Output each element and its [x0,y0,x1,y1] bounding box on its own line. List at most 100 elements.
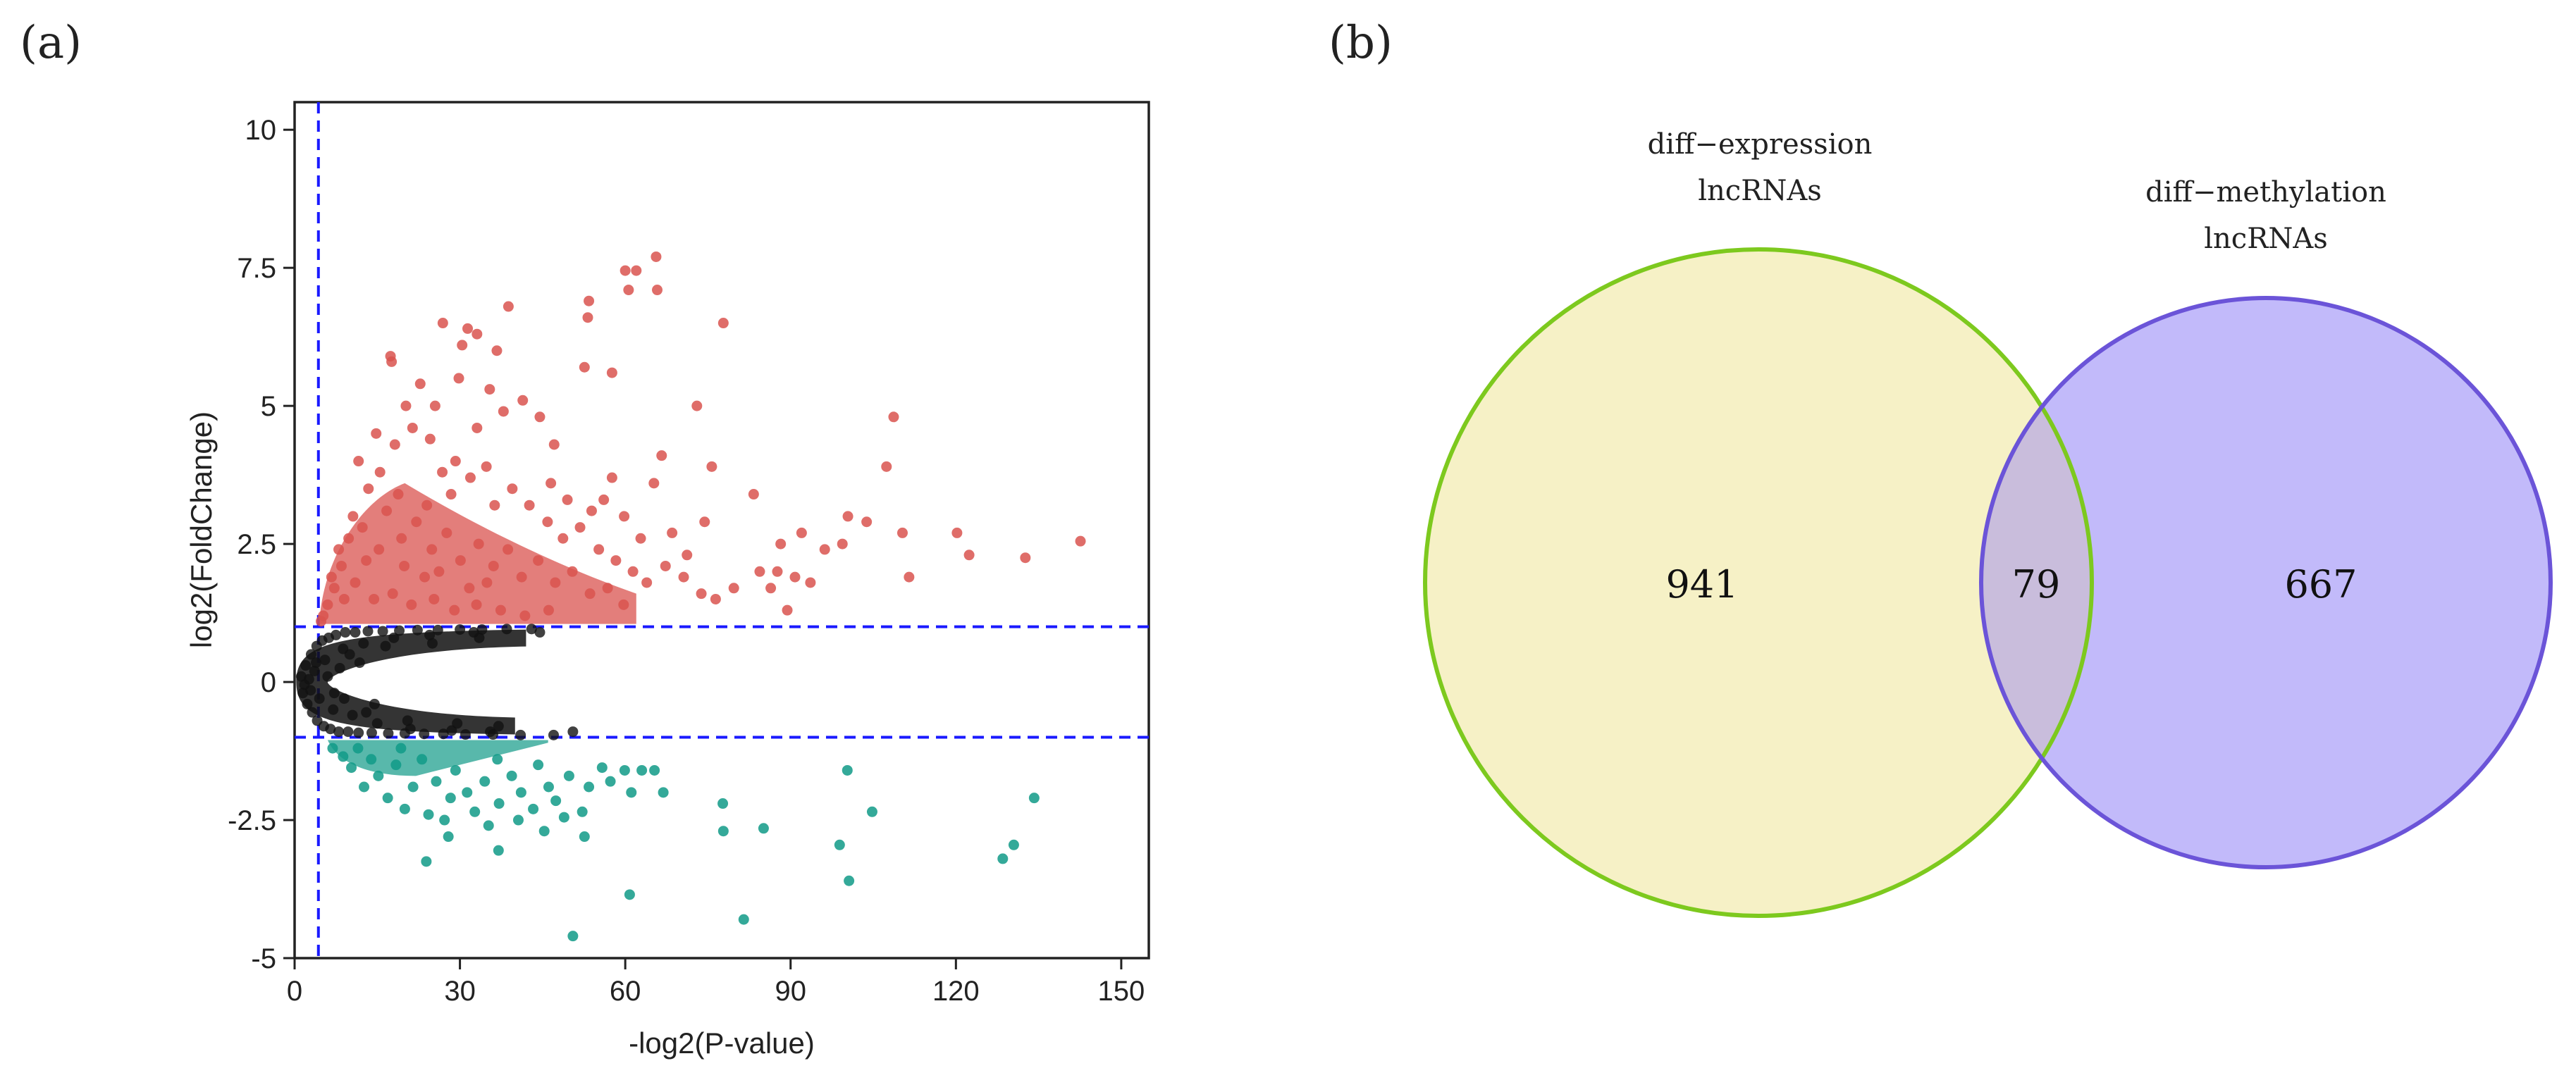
up-point [534,411,546,423]
up-point [399,560,410,571]
volcano-plot: 0 30 60 90 120 150 -5 -2.5 0 2.5 5 7.5 10 -log2(P-v… [185,101,1150,1060]
ns-point [340,627,351,638]
down-point [390,759,402,771]
down-point [399,803,410,814]
up-point [652,285,663,296]
ns-point [405,724,416,735]
up-point [819,544,830,555]
up-point [951,527,963,538]
up-point [481,461,492,472]
up-point [765,583,777,594]
down-point [584,781,595,793]
up-point [453,373,464,384]
up-point [619,511,630,522]
ns-point [446,725,457,736]
down-point [528,803,539,814]
down-point [997,853,1009,864]
up-point [481,577,493,588]
up-point [618,599,629,610]
up-point [717,318,729,329]
up-point [582,312,593,323]
down-point [479,776,491,787]
down-point [445,793,456,804]
ns-point [338,693,350,705]
up-point [495,604,506,616]
up-point [627,566,639,577]
up-point [455,555,466,566]
down-point [738,914,749,925]
up-point [322,599,333,610]
ns-point [377,626,388,637]
down-point [423,809,434,820]
down-point [439,814,450,826]
ns-point [380,640,391,652]
up-point [574,522,586,533]
ns-point [344,649,355,660]
up-point [557,533,569,544]
ns-point [310,657,321,669]
up-point [343,533,355,544]
down-point [359,781,370,793]
up-point [437,318,448,329]
ns-point [305,685,316,696]
up-point [464,583,475,594]
up-point [488,560,499,571]
ns-point [328,704,339,715]
up-point [429,593,440,604]
y-tick-label: 10 [245,115,277,146]
up-point [316,616,327,627]
down-point [596,762,608,774]
up-point [782,604,793,616]
up-point [503,544,514,555]
down-point [577,806,588,817]
ns-point [424,629,436,640]
up-point [421,499,433,511]
x-tick-label: 90 [775,976,806,1007]
y-tick-label: 2.5 [237,529,276,560]
up-point [393,489,404,500]
up-point [533,555,544,566]
ns-point [328,688,340,699]
down-point [1028,793,1040,804]
ns-point [476,624,488,635]
ns-point [314,693,325,705]
intersection-count: 79 [2012,562,2061,607]
up-point [728,583,739,594]
up-point [450,456,461,467]
down-point [626,787,637,798]
ns-point [369,698,380,709]
up-point [748,489,759,500]
up-point [963,550,975,561]
up-point [338,593,350,604]
down-point [421,856,432,867]
down-point [483,820,494,831]
x-tick-label: 60 [610,976,641,1007]
x-tick-label: 150 [1098,976,1145,1007]
up-point [656,450,667,461]
up-point [433,566,445,577]
down-point [624,889,635,900]
ns-point [432,624,443,635]
up-point [699,516,710,528]
up-point [498,406,509,417]
up-point [326,571,337,583]
up-point [424,433,436,445]
down-point [658,787,669,798]
down-point [1008,839,1019,850]
set-a-label-line2: lncRNAs [1698,175,1822,207]
venn-outline-diff-methylation [1979,296,2553,869]
ns-point [350,627,361,638]
up-point [543,604,554,616]
down-point [758,823,769,834]
up-point [484,384,495,395]
up-point [347,511,359,522]
up-point [696,588,707,600]
ns-point [419,728,430,740]
down-point [352,743,364,754]
down-point [717,826,729,837]
down-point [431,776,442,787]
up-point [562,494,573,505]
up-point [579,361,590,373]
up-point [464,472,476,483]
down-point [567,931,579,942]
